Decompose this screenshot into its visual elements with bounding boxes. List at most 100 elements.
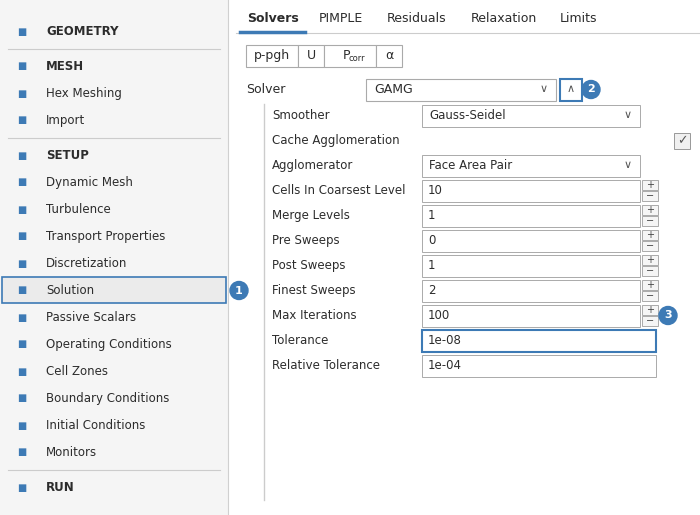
Text: Smoother: Smoother: [272, 109, 330, 122]
Text: ∨: ∨: [540, 84, 548, 94]
Text: Operating Conditions: Operating Conditions: [46, 338, 172, 351]
Text: −: −: [646, 316, 654, 326]
Text: ■: ■: [18, 204, 27, 215]
Text: Solution: Solution: [46, 284, 94, 297]
Text: Face Area Pair: Face Area Pair: [429, 159, 512, 172]
Text: 3: 3: [664, 311, 672, 320]
Text: RUN: RUN: [46, 481, 75, 494]
Text: Solvers: Solvers: [246, 12, 298, 26]
Text: Max Iterations: Max Iterations: [272, 309, 356, 322]
Text: Discretization: Discretization: [46, 257, 127, 270]
Text: −: −: [646, 266, 654, 276]
Text: 1: 1: [235, 285, 243, 296]
Text: Passive Scalars: Passive Scalars: [46, 311, 136, 324]
FancyBboxPatch shape: [642, 304, 658, 315]
Text: Pre Sweeps: Pre Sweeps: [272, 234, 340, 247]
Text: +: +: [646, 280, 654, 290]
Text: ■: ■: [18, 232, 27, 242]
FancyBboxPatch shape: [422, 304, 640, 327]
Text: ■: ■: [18, 26, 27, 37]
Text: Monitors: Monitors: [46, 446, 97, 459]
Text: ■: ■: [18, 421, 27, 431]
FancyBboxPatch shape: [246, 44, 298, 66]
Text: Residuals: Residuals: [387, 12, 447, 26]
Text: SETUP: SETUP: [46, 149, 89, 162]
Text: +: +: [646, 305, 654, 315]
Circle shape: [582, 80, 600, 98]
Text: ∨: ∨: [624, 111, 632, 121]
FancyBboxPatch shape: [642, 280, 658, 290]
Text: +: +: [646, 180, 654, 190]
FancyBboxPatch shape: [642, 215, 658, 226]
Text: Finest Sweeps: Finest Sweeps: [272, 284, 356, 297]
Text: MESH: MESH: [46, 60, 84, 73]
Text: GAMG: GAMG: [374, 83, 413, 96]
Text: ■: ■: [18, 313, 27, 322]
FancyBboxPatch shape: [642, 254, 658, 265]
FancyBboxPatch shape: [422, 330, 656, 352]
Text: ■: ■: [18, 178, 27, 187]
Text: Cells In Coarsest Level: Cells In Coarsest Level: [272, 184, 405, 197]
FancyBboxPatch shape: [366, 78, 556, 100]
Text: Turbulence: Turbulence: [46, 203, 111, 216]
Text: −: −: [646, 191, 654, 201]
Text: ■: ■: [18, 367, 27, 376]
Text: Cache Agglomeration: Cache Agglomeration: [272, 134, 400, 147]
Text: ■: ■: [18, 285, 27, 296]
Text: Cell Zones: Cell Zones: [46, 365, 108, 378]
Text: ■: ■: [18, 61, 27, 72]
Text: Dynamic Mesh: Dynamic Mesh: [46, 176, 133, 189]
Text: ∨: ∨: [624, 161, 632, 170]
FancyBboxPatch shape: [422, 280, 640, 301]
FancyBboxPatch shape: [674, 132, 690, 148]
FancyBboxPatch shape: [422, 230, 640, 251]
FancyBboxPatch shape: [324, 44, 376, 66]
Text: Boundary Conditions: Boundary Conditions: [46, 392, 169, 405]
Text: Import: Import: [46, 114, 85, 127]
Text: Transport Properties: Transport Properties: [46, 230, 165, 243]
Text: Solver: Solver: [246, 83, 286, 96]
FancyBboxPatch shape: [376, 44, 402, 66]
Text: 2: 2: [587, 84, 595, 94]
Text: ■: ■: [18, 339, 27, 350]
FancyBboxPatch shape: [642, 204, 658, 215]
Text: ■: ■: [18, 259, 27, 268]
FancyBboxPatch shape: [642, 266, 658, 276]
FancyBboxPatch shape: [642, 180, 658, 190]
FancyBboxPatch shape: [642, 241, 658, 251]
Text: Gauss-Seidel: Gauss-Seidel: [429, 109, 505, 122]
Text: +: +: [646, 255, 654, 265]
Text: −: −: [646, 291, 654, 301]
Text: U: U: [307, 49, 316, 62]
FancyBboxPatch shape: [0, 0, 228, 515]
FancyBboxPatch shape: [298, 44, 324, 66]
Text: 0: 0: [428, 234, 435, 247]
Text: ■: ■: [18, 89, 27, 98]
Text: Relative Tolerance: Relative Tolerance: [272, 359, 380, 372]
FancyBboxPatch shape: [422, 204, 640, 227]
Text: Hex Meshing: Hex Meshing: [46, 87, 122, 100]
Text: ■: ■: [18, 150, 27, 161]
Text: 1: 1: [428, 259, 435, 272]
Text: PIMPLE: PIMPLE: [319, 12, 363, 26]
FancyBboxPatch shape: [422, 254, 640, 277]
Text: Merge Levels: Merge Levels: [272, 209, 350, 222]
Text: 1e-08: 1e-08: [428, 334, 462, 347]
FancyBboxPatch shape: [642, 290, 658, 301]
FancyBboxPatch shape: [642, 316, 658, 326]
Text: ∧: ∧: [567, 84, 575, 94]
Text: −: −: [646, 216, 654, 226]
FancyBboxPatch shape: [642, 191, 658, 201]
Text: 10: 10: [428, 184, 443, 197]
Text: ■: ■: [18, 115, 27, 126]
Text: P: P: [342, 49, 350, 62]
Text: Agglomerator: Agglomerator: [272, 159, 354, 172]
Text: −: −: [646, 241, 654, 251]
FancyBboxPatch shape: [2, 277, 226, 303]
FancyBboxPatch shape: [422, 105, 640, 127]
Text: ■: ■: [18, 393, 27, 403]
Text: p-pgh: p-pgh: [254, 49, 290, 62]
Text: ■: ■: [18, 483, 27, 492]
Text: 2: 2: [428, 284, 435, 297]
Text: GEOMETRY: GEOMETRY: [46, 25, 118, 38]
